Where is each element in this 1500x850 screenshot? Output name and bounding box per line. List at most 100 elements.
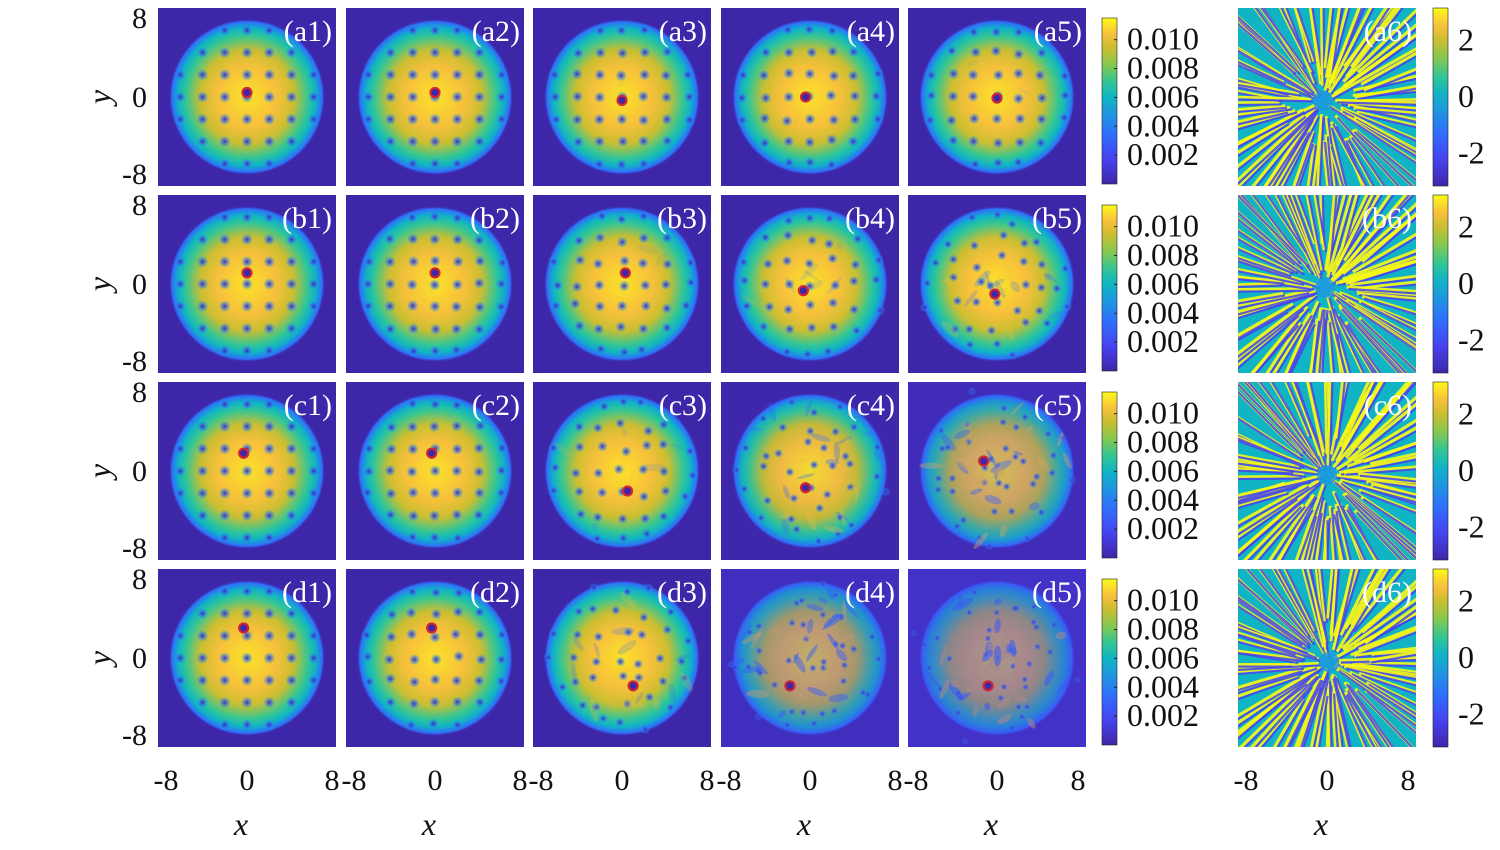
turbulence-streak [804,399,813,418]
vortex-core [241,585,253,598]
vortex-core [758,137,771,149]
phase-branch-cut [1327,143,1344,186]
vortex-core [992,339,1003,350]
phase-branch-cut [1316,114,1324,186]
vortex-core [1015,703,1023,711]
vortex-core [990,45,1002,57]
vortex-core [1012,305,1023,316]
vortex-core [919,302,930,313]
turbulence-streak [1056,631,1067,640]
panel-label: (b1) [282,202,332,235]
vortex-core [383,300,396,313]
phase-branch-edge [1335,298,1408,373]
turbulence-streak [839,508,846,527]
vortex-core [552,279,564,292]
phase-branch-cut [1338,100,1416,111]
phase-branch-edge [1362,55,1416,88]
phase-branch-cut [1309,8,1323,76]
vortex-core [806,322,818,334]
phase-branch-edge [1328,382,1334,469]
vortex-core [971,296,982,307]
vortex-core [804,212,816,224]
vortex-core [453,587,465,599]
phase-branch-edge [1286,382,1313,439]
vortex-core [596,210,608,222]
vortex-core [808,664,817,673]
turbulence-streak [742,631,763,644]
vortex-core [598,401,610,412]
phase-branch-cut [1238,490,1288,507]
phase-branch-cut [1317,569,1327,622]
vortex-core [384,323,397,335]
phase-branch-edge [1287,302,1321,373]
tracked-vortex-marker [622,485,634,497]
vortex-core [407,255,420,268]
phase-branch-cut [1339,569,1376,636]
vortex-core [616,113,628,126]
phase-branch-edge [1312,320,1321,373]
vortex-core [495,464,508,477]
turbulence-streak [608,279,624,292]
phase-branch-edge [1347,382,1416,461]
x-tick-label: -8 [1234,764,1259,797]
vortex-core [473,466,485,478]
vortex-core [849,422,859,432]
vortex-core [980,478,989,487]
turbulence-streak [994,618,1001,634]
turbulence-streak [669,443,684,451]
vortex-core [196,322,209,335]
vortex-core [241,465,253,477]
vortex-core [1035,137,1047,149]
vortex-core [638,232,650,244]
y-tick-label: -8 [122,532,147,565]
vortex-core [806,234,818,246]
x-tick-label: 0 [1320,764,1335,797]
vortex-core [285,442,298,455]
turbulence-streak [942,278,965,285]
vortex-core [263,300,276,313]
turbulence-streak [1025,425,1034,433]
colorbar-tick-label: 0.004 [1127,107,1199,143]
vortex-core [622,698,633,709]
phase-branch-edge [1254,324,1300,373]
vortex-core [1012,26,1025,38]
phase-branch-edge [1238,111,1305,149]
vortex-core [594,46,607,59]
colorbar-gradient [1432,7,1449,187]
phase-branch-cut [1296,684,1321,747]
phase-branch-cut [1305,195,1324,271]
x-tick-label: 0 [990,764,1005,797]
vortex-core [1030,603,1038,611]
panel-label: (a6) [1364,15,1412,48]
phase-branch-cut [1345,8,1401,78]
vortex-core [741,300,752,312]
phase-branch-edge [1321,319,1327,373]
turbulence-streak [974,684,982,693]
vortex-core [637,135,650,147]
vortex-core [593,113,606,126]
vortex-core [873,254,885,266]
vortex-core [384,464,396,477]
vortex-core [881,487,891,497]
turbulence-streak [824,613,843,628]
vortex-core [1033,643,1041,651]
turbulence-streak [994,461,1000,480]
phase-branch-edge [1337,101,1416,106]
x-tick-label: 0 [240,764,255,797]
phase-branch-edge [1238,86,1311,103]
density-panel: (c2) [346,382,524,560]
vortex-core [196,487,209,500]
phase-branch-cut [1346,285,1416,294]
phase-branch-edge [1238,480,1311,504]
phase-branch-edge [1272,495,1317,560]
vortex-core [406,278,418,291]
density-panel: (b1) [158,195,336,373]
vortex-core [406,24,419,37]
turbulence-streak [1014,695,1028,703]
vortex-core [661,258,674,270]
phase-branch-cut [1238,474,1300,479]
phase-branch-edge [1332,569,1340,644]
vortex-core [660,278,672,291]
vortex-core [845,459,855,469]
phase-branch-cut [1238,106,1317,183]
